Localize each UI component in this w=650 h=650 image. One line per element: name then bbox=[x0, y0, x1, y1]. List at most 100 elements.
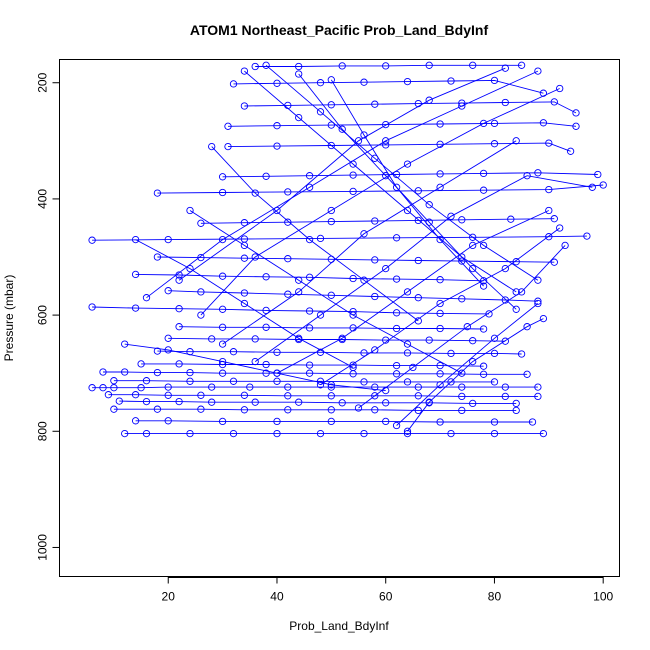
data-point bbox=[458, 406, 466, 415]
data-point bbox=[436, 183, 444, 191]
data-point bbox=[295, 62, 303, 71]
data-point bbox=[414, 294, 422, 302]
series-line bbox=[320, 227, 560, 386]
series-19 bbox=[153, 181, 607, 197]
data-point bbox=[110, 377, 118, 385]
series-line bbox=[157, 256, 555, 263]
data-point bbox=[110, 405, 118, 413]
series-2 bbox=[99, 368, 531, 378]
data-point bbox=[517, 61, 526, 69]
series-line bbox=[157, 350, 522, 355]
data-point bbox=[360, 276, 368, 284]
series-line bbox=[200, 88, 560, 316]
data-point bbox=[425, 336, 433, 344]
data-point bbox=[175, 276, 183, 284]
data-point bbox=[99, 368, 107, 376]
data-point bbox=[186, 368, 194, 377]
data-point bbox=[240, 299, 249, 308]
data-point bbox=[517, 288, 526, 296]
data-point bbox=[218, 323, 227, 331]
data-point bbox=[142, 429, 151, 438]
data-point bbox=[403, 206, 412, 215]
data-point bbox=[349, 171, 357, 179]
data-point bbox=[295, 70, 303, 78]
y-axis-label: Pressure (mbar) bbox=[2, 275, 16, 362]
data-point bbox=[316, 79, 325, 87]
data-point bbox=[469, 233, 477, 241]
data-point bbox=[490, 140, 499, 148]
data-point bbox=[131, 417, 140, 425]
y-axis: 200 400 600 800 1000 bbox=[36, 72, 60, 561]
series-line bbox=[92, 306, 490, 315]
data-point bbox=[360, 349, 368, 357]
data-point bbox=[137, 384, 145, 392]
data-point bbox=[153, 368, 162, 377]
data-point bbox=[447, 77, 455, 85]
data-point bbox=[251, 398, 259, 406]
data-point bbox=[458, 295, 466, 303]
data-point bbox=[327, 217, 335, 226]
data-point bbox=[137, 360, 145, 368]
data-point bbox=[131, 270, 140, 279]
data-point bbox=[175, 360, 183, 368]
series-40 bbox=[208, 142, 422, 325]
x-tick-label: 80 bbox=[488, 590, 502, 604]
data-point bbox=[240, 67, 249, 75]
series-4 bbox=[121, 429, 548, 438]
data-point bbox=[305, 172, 314, 180]
data-point bbox=[273, 142, 281, 150]
data-point bbox=[360, 230, 368, 238]
data-point bbox=[523, 370, 531, 378]
data-point bbox=[262, 306, 270, 315]
data-point bbox=[262, 360, 270, 369]
series-33 bbox=[354, 241, 569, 412]
data-point bbox=[392, 234, 401, 242]
series-28 bbox=[197, 84, 564, 319]
series-line bbox=[358, 245, 566, 409]
data-point bbox=[218, 369, 227, 377]
data-point bbox=[186, 206, 194, 215]
data-point bbox=[534, 67, 542, 75]
data-point bbox=[490, 349, 499, 358]
data-point bbox=[305, 361, 314, 369]
data-point bbox=[501, 337, 509, 345]
series-line bbox=[157, 184, 604, 194]
data-point bbox=[539, 119, 548, 127]
chart-title: ATOM1 Northeast_Pacific Prob_Land_BdyInf bbox=[190, 22, 489, 38]
data-point bbox=[295, 398, 303, 406]
y-tick-label: 400 bbox=[36, 189, 50, 209]
series-34 bbox=[392, 299, 542, 430]
data-point bbox=[218, 417, 227, 426]
plot-frame bbox=[59, 59, 620, 577]
data-point bbox=[382, 137, 390, 145]
series-35 bbox=[403, 314, 548, 435]
data-point bbox=[458, 369, 466, 377]
data-point bbox=[599, 181, 607, 189]
data-point bbox=[490, 76, 499, 85]
data-point bbox=[436, 309, 444, 318]
series-line bbox=[146, 70, 539, 299]
series-17 bbox=[88, 232, 591, 244]
data-point bbox=[594, 170, 602, 179]
x-axis: 20 40 60 80 100 bbox=[162, 576, 614, 604]
series-20 bbox=[218, 169, 602, 181]
data-point bbox=[316, 234, 325, 243]
data-point bbox=[88, 384, 96, 392]
data-point bbox=[458, 257, 466, 265]
data-point bbox=[392, 370, 401, 378]
data-point bbox=[164, 383, 172, 391]
data-point bbox=[425, 398, 433, 406]
data-point bbox=[382, 120, 390, 129]
data-point bbox=[240, 254, 249, 262]
data-point bbox=[88, 303, 96, 311]
data-point bbox=[479, 186, 488, 194]
data-point bbox=[436, 299, 444, 308]
data-point bbox=[561, 241, 569, 250]
data-point bbox=[382, 62, 390, 70]
data-point bbox=[382, 399, 390, 407]
data-point bbox=[539, 314, 548, 323]
data-point bbox=[164, 235, 172, 244]
data-point bbox=[338, 62, 346, 70]
data-point bbox=[436, 170, 444, 178]
series-22 bbox=[224, 119, 580, 130]
